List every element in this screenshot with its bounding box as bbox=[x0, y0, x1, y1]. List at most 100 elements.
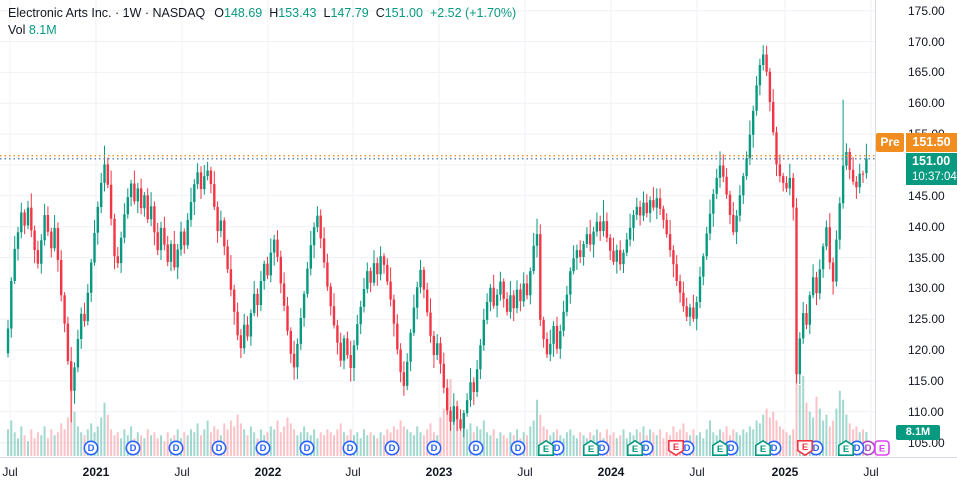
bar-countdown: 10:37:04 bbox=[912, 171, 957, 183]
svg-text:D: D bbox=[389, 443, 396, 454]
legend-line1: Electronic Arts Inc. · 1W · NASDAQ O148.6… bbox=[8, 5, 516, 22]
dividend-icon: D bbox=[211, 440, 227, 456]
ohlc-high: H153.43 bbox=[269, 6, 317, 20]
price-tick-label: 145.00 bbox=[908, 188, 945, 203]
time-tick-label: 2024 bbox=[597, 465, 625, 479]
time-tick-label: 2022 bbox=[254, 465, 282, 479]
symbol-title[interactable]: Electronic Arts Inc. · 1W · NASDAQ bbox=[8, 6, 206, 20]
price-change: +2.52 (+1.70%) bbox=[429, 6, 517, 20]
svg-text:D: D bbox=[431, 443, 438, 454]
symbol-legend[interactable]: Electronic Arts Inc. · 1W · NASDAQ O148.6… bbox=[8, 5, 516, 39]
earnings-icon: E bbox=[874, 440, 890, 456]
grid-vertical bbox=[9, 0, 872, 457]
time-tick-label: Jul bbox=[689, 465, 705, 479]
volume-label: Vol bbox=[8, 23, 26, 37]
candle-wicks-up bbox=[7, 45, 867, 438]
svg-text:D: D bbox=[88, 443, 95, 454]
dividend-marker[interactable]: D bbox=[168, 440, 184, 456]
time-tick-label: 2023 bbox=[425, 465, 453, 479]
svg-text:D: D bbox=[515, 443, 522, 454]
time-tick-label: Jul bbox=[2, 465, 18, 479]
svg-text:D: D bbox=[216, 443, 223, 454]
candle-bodies-up bbox=[6, 54, 868, 429]
time-tick-label: Jul bbox=[517, 465, 533, 479]
price-tick-label: 115.00 bbox=[908, 373, 944, 388]
candle-bodies-down bbox=[23, 54, 865, 429]
price-tick-label: 175.00 bbox=[908, 3, 945, 18]
volume-bars-up bbox=[7, 376, 868, 456]
svg-text:E: E bbox=[632, 444, 638, 455]
dividend-marker[interactable]: D bbox=[426, 440, 442, 456]
time-axis[interactable]: Jul 2021 Jul 2022 Jul 2023 Jul 2024 Jul 2025 Jul bbox=[0, 457, 957, 488]
earnings-icon: E bbox=[755, 439, 771, 456]
svg-text:D: D bbox=[728, 443, 735, 454]
time-tick-label: 2021 bbox=[82, 465, 110, 479]
ohlc-low: L147.79 bbox=[323, 6, 369, 20]
price-axis[interactable]: 175.00170.00165.00160.00155.00150.00145.… bbox=[875, 0, 957, 457]
dividend-marker[interactable]: D bbox=[468, 440, 484, 456]
svg-text:E: E bbox=[879, 444, 885, 455]
earnings-icon: E bbox=[712, 439, 728, 456]
dividend-icon: D bbox=[255, 440, 271, 456]
price-tick-label: 125.00 bbox=[908, 312, 945, 327]
svg-text:E: E bbox=[588, 444, 594, 455]
price-tick-label: 140.00 bbox=[908, 219, 945, 234]
svg-text:D: D bbox=[813, 443, 820, 454]
dividend-icon: D bbox=[168, 440, 184, 456]
volume-axis-badge: 8.1M bbox=[896, 425, 940, 440]
time-tick-label: Jul bbox=[863, 465, 879, 479]
price-tick-label: 120.00 bbox=[908, 343, 945, 358]
dividend-icon: D bbox=[510, 440, 526, 456]
ohlc-close: C151.00 bbox=[375, 6, 423, 20]
dividend-marker[interactable]: D bbox=[211, 440, 227, 456]
dividend-marker[interactable]: D bbox=[83, 440, 99, 456]
time-tick-label: Jul bbox=[345, 465, 361, 479]
volume-value: 8.1M bbox=[28, 23, 57, 37]
dividend-icon: D bbox=[468, 440, 484, 456]
svg-text:D: D bbox=[130, 443, 137, 454]
svg-text:D: D bbox=[865, 443, 872, 454]
earnings-icon: E bbox=[538, 439, 554, 456]
svg-text:D: D bbox=[260, 443, 267, 454]
premarket-price-label: 151.50 bbox=[906, 133, 957, 152]
dividend-marker[interactable]: D bbox=[255, 440, 271, 456]
dividend-icon: D bbox=[342, 440, 358, 456]
svg-text:D: D bbox=[599, 443, 606, 454]
price-tick-label: 165.00 bbox=[908, 65, 945, 80]
earnings-icon: E bbox=[583, 439, 599, 456]
svg-text:E: E bbox=[543, 444, 549, 455]
legend-volume-line: Vol 8.1M bbox=[8, 22, 516, 39]
dividend-marker[interactable]: D bbox=[384, 440, 400, 456]
earnings-icon: E bbox=[797, 440, 813, 457]
dividend-marker[interactable]: D bbox=[125, 440, 141, 456]
svg-text:E: E bbox=[760, 444, 766, 455]
dividend-marker[interactable]: D bbox=[299, 440, 315, 456]
earnings-icon: E bbox=[627, 439, 643, 456]
volume-bars-down bbox=[23, 367, 865, 456]
svg-text:E: E bbox=[717, 444, 723, 455]
svg-text:D: D bbox=[173, 443, 180, 454]
price-tick-label: 130.00 bbox=[908, 281, 945, 296]
svg-text:D: D bbox=[554, 443, 561, 454]
dividend-marker[interactable]: D bbox=[510, 440, 526, 456]
premarket-tag: Pre bbox=[876, 133, 904, 152]
price-tick-label: 110.00 bbox=[908, 404, 944, 419]
dividend-icon: D bbox=[426, 440, 442, 456]
price-tick-label: 135.00 bbox=[908, 250, 945, 265]
time-tick-label: Jul bbox=[174, 465, 190, 479]
earnings-marker[interactable]: E bbox=[874, 440, 890, 456]
dividend-marker[interactable]: D bbox=[342, 440, 358, 456]
price-tick-label: 170.00 bbox=[908, 34, 945, 49]
last-price-label: 151.00 10:37:04 bbox=[906, 153, 957, 185]
